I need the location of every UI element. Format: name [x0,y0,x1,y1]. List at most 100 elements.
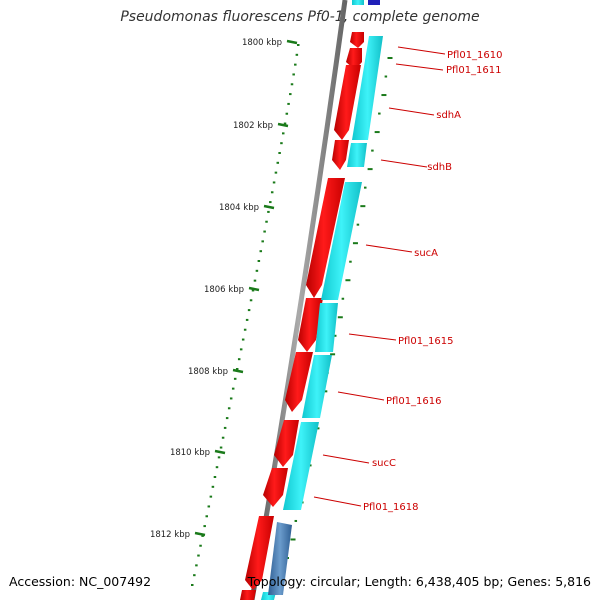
cds-track [261,36,383,600]
gene-label-pfl01-1618[interactable]: Pfl01_1618 [363,502,419,513]
gene-label-pfl01-1611[interactable]: Pfl01_1611 [446,65,502,76]
gene-label-pfl01-1616[interactable]: Pfl01_1616 [386,396,442,407]
gene-label-suca[interactable]: sucA [414,248,438,259]
major-tick-track [194,39,298,537]
map-title: Pseudomonas fluorescens Pf0-1, complete … [120,9,480,25]
gene-leader-line [348,333,397,341]
inner-tick [378,112,381,115]
minor-tick [219,446,223,449]
gene-leader-line [313,496,362,507]
inner-tick [356,223,360,226]
inner-tick [349,260,352,263]
cds-segment-5[interactable] [302,355,332,418]
gene-leader-line [395,63,444,71]
gene-leader-line [397,46,446,55]
inner-tick [352,242,358,245]
gene-leader-line [337,391,385,401]
major-tick [214,449,226,455]
minor-tick [213,476,217,478]
gene-label-sdha[interactable]: sdhA [436,110,461,121]
minor-tick [229,397,233,400]
inner-tick [363,186,367,189]
minor-tick [233,377,237,380]
gene-label-sdhb[interactable]: sdhB [427,162,452,173]
minor-tick [199,544,202,547]
minor-tick [269,201,272,204]
gene-arrow-succ[interactable] [274,420,299,467]
gene-leader-line [365,244,413,253]
minor-tick [193,574,196,577]
scale-label: 1810 kbp [170,448,210,458]
scale-label: 1806 kbp [204,285,244,295]
scale-label: 1804 kbp [219,203,259,213]
minor-tick-track [191,44,300,586]
gene-arrow-next-1[interactable] [245,516,274,590]
scale-label: 1802 kbp [233,121,273,131]
cds-segment-3[interactable] [321,182,362,300]
inner-tick [294,519,298,522]
inner-tick [384,75,388,78]
gene-arrow-next-2[interactable] [240,590,256,600]
inner-tick [330,353,336,356]
inner-tick [387,57,393,59]
minor-tick [215,466,219,469]
cds-segment-6[interactable] [283,422,319,510]
minor-tick [243,328,247,331]
gene-arrow-sdha[interactable] [334,65,361,140]
inner-tick [360,205,366,208]
minor-tick [237,358,241,361]
gene-arrow-pfl01-1610[interactable] [350,32,364,48]
minor-tick [247,309,251,312]
major-tick [277,122,289,128]
minor-tick [276,161,280,164]
minor-tick [211,485,215,488]
gene-label-pfl01-1615[interactable]: Pfl01_1615 [398,336,454,347]
minor-tick [257,260,261,262]
cds-segment-1[interactable] [352,36,383,140]
major-tick [248,286,260,292]
minor-tick [207,505,211,508]
minor-tick [283,122,287,125]
minor-tick [235,368,239,370]
minor-tick [297,44,300,46]
gene-arrow-pfl01-1618[interactable] [263,468,288,507]
inner-tick [333,334,337,337]
minor-tick [245,318,249,321]
blue-feature[interactable] [268,522,292,595]
gene-label-succ[interactable]: sucC [372,458,396,469]
top-cyan-fragment [352,0,364,5]
minor-tick [227,407,231,410]
gene-arrow-pfl01-1616[interactable] [285,352,313,412]
inner-tick [337,316,343,319]
gene-arrow-sdhb[interactable] [332,140,349,170]
gene-arrow-suca[interactable] [306,178,345,298]
gene-arrow-pfl01-1615[interactable] [298,298,323,352]
minor-tick [263,230,266,233]
topology-label: Topology: circular; Length: 6,438,405 bp… [247,574,591,589]
major-tick [194,531,206,537]
scale-label: 1812 kbp [150,530,190,540]
minor-tick [251,289,255,292]
minor-tick [265,220,268,223]
minor-tick [205,515,208,518]
gene-arrow-pfl01-1611[interactable] [346,48,362,70]
major-tick [232,368,244,374]
gene-label-pfl01-1610[interactable]: Pfl01_1610 [447,50,503,61]
minor-tick [290,83,294,86]
cds-segment-4[interactable] [315,303,338,352]
minor-tick [239,348,243,351]
scale-label-group: 1800 kbp 1802 kbp 1804 kbp 1806 kbp 1808 kbp… [150,38,282,540]
minor-tick [272,181,276,184]
forward-gene-track [240,32,364,600]
inner-tick [371,149,374,152]
minor-tick [259,250,263,253]
major-tick [263,204,275,210]
gene-leader-line [380,159,428,168]
minor-tick [221,436,225,439]
minor-tick [270,191,274,194]
minor-tick [280,142,283,145]
gene-leader-line [322,454,370,464]
cds-segment-2[interactable] [347,143,367,167]
inner-tick [367,168,373,171]
